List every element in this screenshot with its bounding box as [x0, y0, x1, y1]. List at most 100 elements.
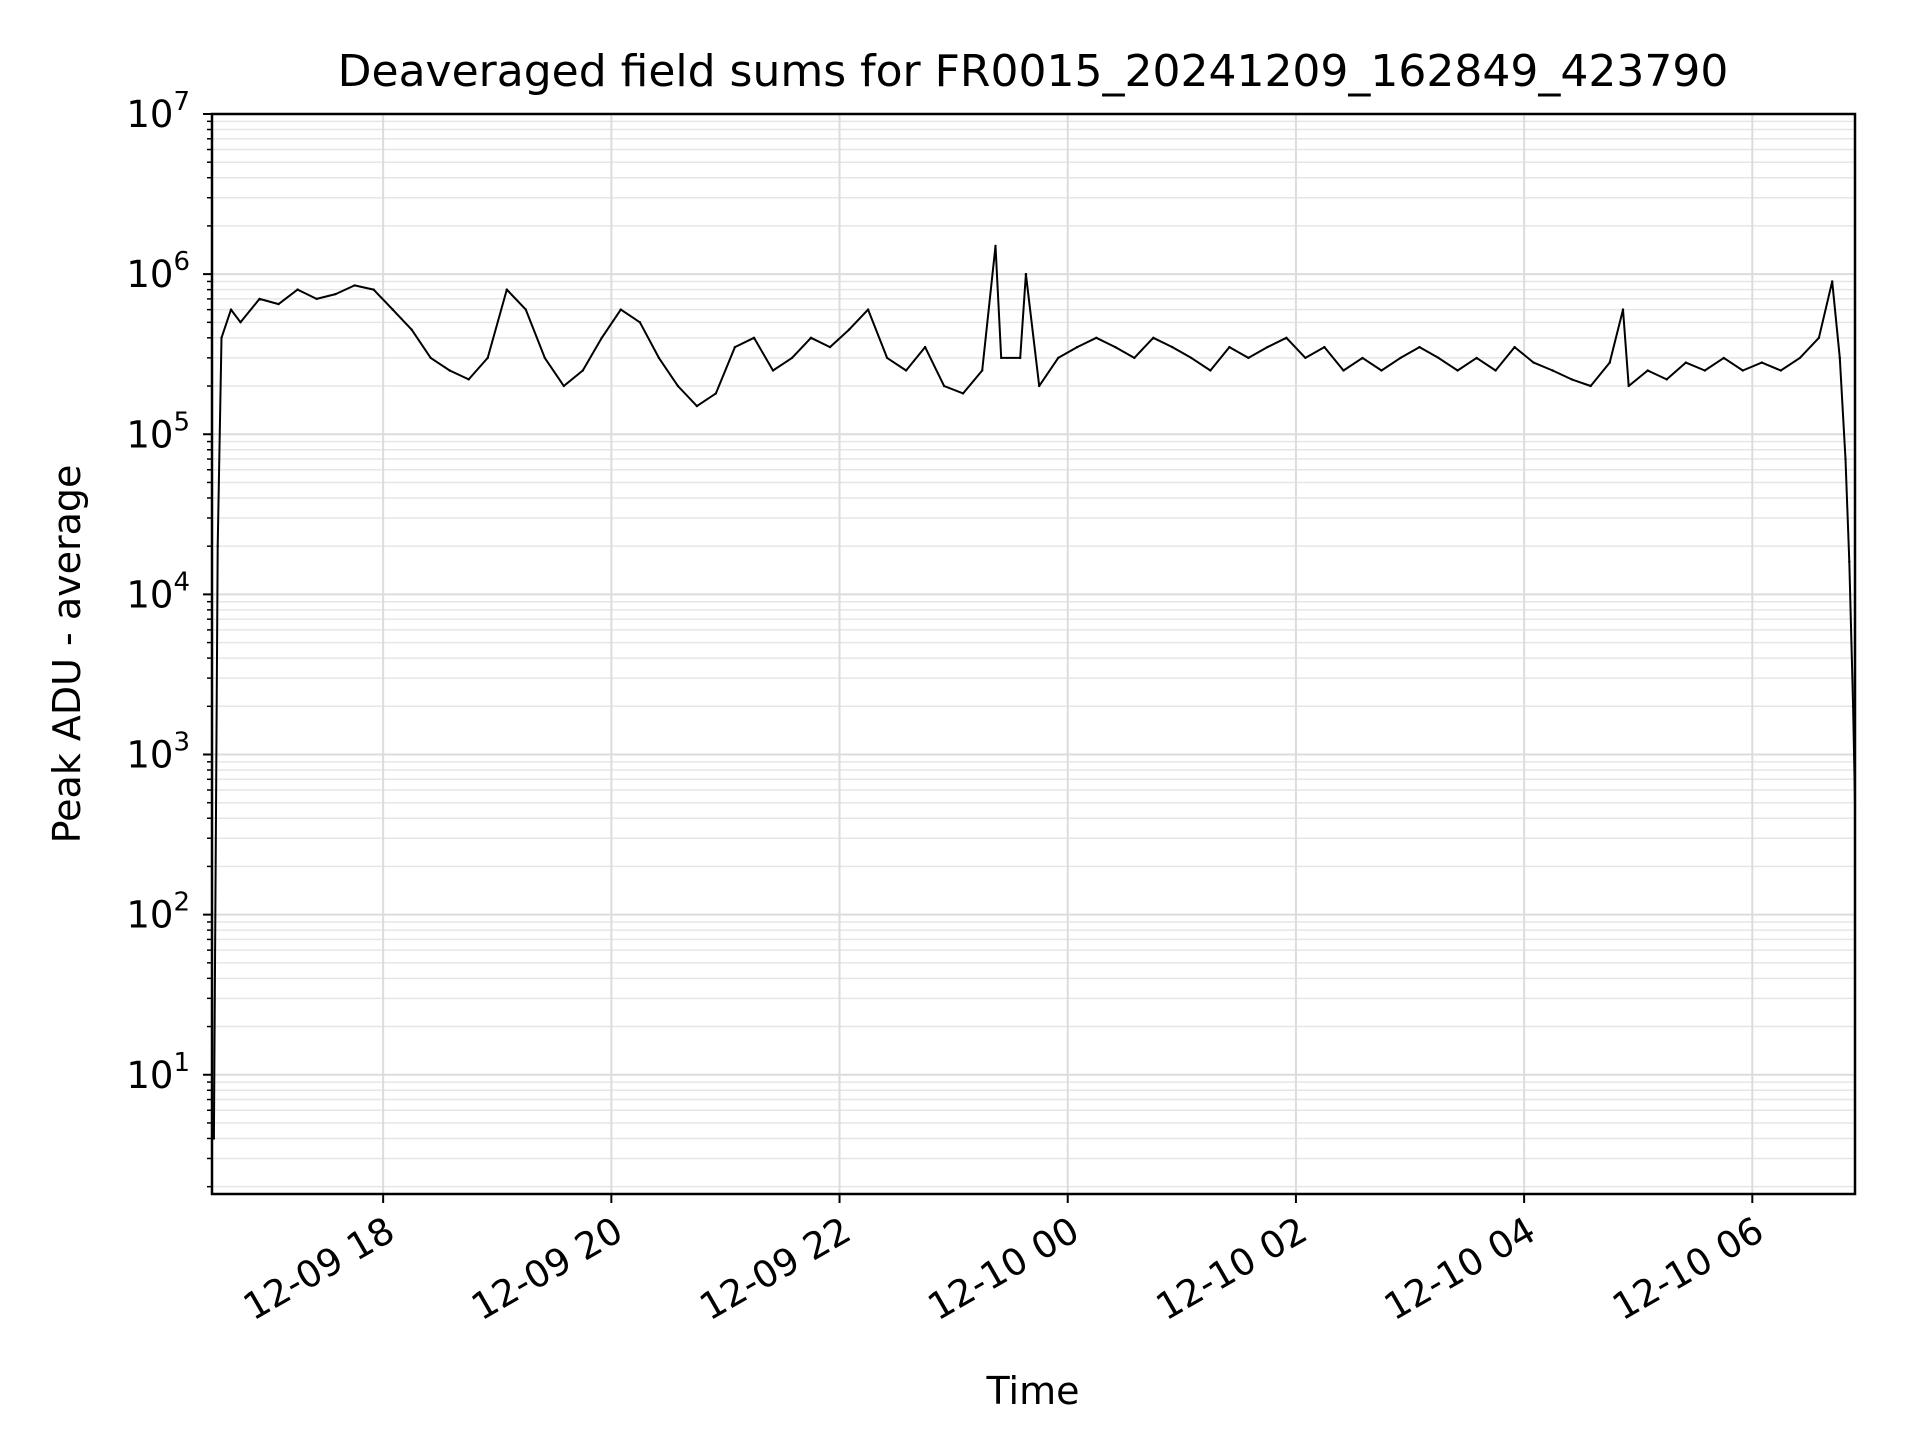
data-point: [885, 356, 889, 360]
data-point: [216, 545, 219, 548]
data-point: [1171, 345, 1174, 349]
data-point: [619, 308, 622, 311]
y-tick-label: 101: [126, 1048, 190, 1097]
data-point: [1838, 356, 1842, 360]
data-point: [961, 392, 965, 395]
data-point: [904, 369, 908, 372]
data-point: [1532, 361, 1535, 364]
data-point: [1285, 336, 1288, 339]
data-point: [676, 384, 680, 388]
data-point: [1646, 369, 1649, 372]
y-axis-label: Peak ADU - average: [45, 465, 89, 844]
data-point: [505, 288, 508, 291]
data-point: [981, 369, 984, 372]
data-point: [828, 345, 832, 349]
x-axis-label: Time: [986, 1369, 1080, 1413]
data-point: [372, 288, 375, 291]
data-point: [866, 308, 870, 311]
data-point: [695, 404, 699, 408]
data-point: [1848, 560, 1851, 563]
data-point: [448, 369, 451, 372]
data-point: [1817, 336, 1821, 339]
data-point: [1304, 356, 1307, 360]
data-point: [638, 321, 642, 324]
data-point: [1779, 369, 1783, 372]
data-point: [1760, 361, 1764, 364]
data-point: [657, 356, 661, 360]
data-point: [1133, 356, 1136, 360]
data-point: [1665, 378, 1668, 381]
data-point: [994, 244, 997, 248]
data-point: [1228, 345, 1231, 349]
data-point: [1851, 705, 1855, 708]
data-point: [1844, 457, 1847, 461]
data-point: [1019, 356, 1022, 360]
data-point: [733, 345, 737, 349]
data-point: [1589, 384, 1592, 388]
series-line: [212, 244, 1856, 1140]
series-layer: [210, 244, 1857, 1140]
data-point: [239, 321, 242, 324]
data-point: [1703, 369, 1707, 372]
data-point: [1361, 356, 1364, 360]
data-point: [790, 356, 794, 360]
data-point: [923, 345, 927, 349]
data-point: [1247, 356, 1250, 360]
data-point: [391, 308, 394, 311]
plot-frame: [210, 112, 1857, 1196]
data-point: [1038, 384, 1041, 388]
y-tick-label: 106: [126, 247, 190, 296]
data-point: [1570, 378, 1573, 381]
data-point: [1399, 356, 1402, 360]
data-point: [220, 336, 223, 339]
data-point: [1437, 356, 1440, 360]
grid: [212, 113, 1855, 1194]
data-point: [1684, 361, 1688, 364]
data-point: [486, 356, 489, 360]
data-point: [429, 356, 432, 360]
data-point: [229, 308, 233, 311]
data-point: [1741, 369, 1745, 372]
data-point: [1621, 308, 1625, 311]
data-point: [1024, 272, 1028, 276]
data-point: [847, 328, 851, 331]
data-point: [1475, 356, 1478, 360]
data-point: [524, 308, 527, 311]
data-point: [334, 292, 337, 296]
data-point: [1513, 345, 1516, 349]
data-point: [1798, 356, 1802, 360]
data-point: [258, 297, 261, 301]
data-point: [1190, 356, 1193, 360]
data-point: [562, 384, 565, 388]
data-point: [353, 284, 356, 287]
data-point: [1380, 369, 1383, 372]
y-tick-label: 102: [126, 888, 190, 937]
data-point: [600, 336, 603, 339]
data-point: [1627, 384, 1630, 388]
data-point: [1095, 336, 1098, 339]
data-point: [1152, 336, 1155, 339]
data-point: [581, 369, 584, 372]
data-point: [1114, 345, 1117, 349]
data-point: [1608, 361, 1611, 364]
data-point: [1418, 345, 1421, 349]
data-point: [714, 392, 718, 395]
y-tick-label: 107: [126, 87, 190, 136]
data-point: [543, 356, 546, 360]
data-point: [1456, 369, 1459, 372]
data-point: [752, 336, 756, 339]
data-point: [771, 369, 775, 372]
chart-title: Deaveraged field sums for FR0015_2024120…: [338, 46, 1729, 97]
data-point: [1057, 356, 1060, 360]
data-point: [1342, 369, 1345, 372]
data-point: [410, 328, 413, 331]
data-point: [1722, 356, 1726, 360]
data-point: [212, 1137, 216, 1140]
data-point: [296, 288, 299, 291]
data-point: [942, 384, 946, 388]
data-point: [1076, 345, 1079, 349]
data-point: [1323, 345, 1326, 349]
data-point: [1551, 369, 1554, 372]
